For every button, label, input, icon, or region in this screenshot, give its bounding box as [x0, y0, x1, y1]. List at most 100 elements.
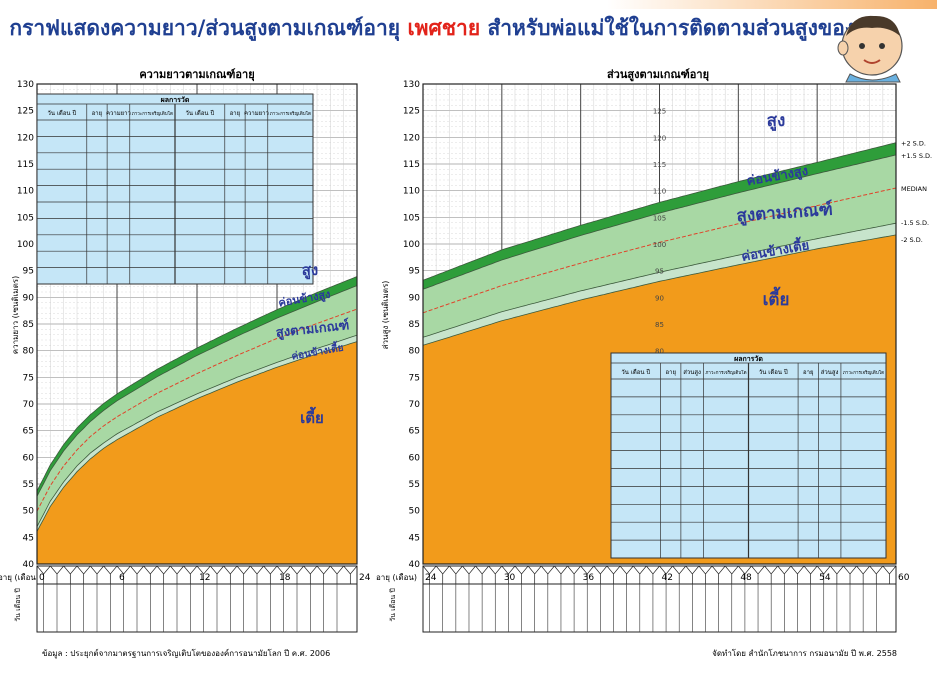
- chart1-y-tick-label: 50: [23, 507, 35, 517]
- title-gender: เพศชาย: [407, 16, 481, 40]
- chart1-y-tick-label: 45: [23, 533, 34, 543]
- chart1-x-tick-mark: [103, 565, 118, 584]
- chart2-record-table-column-header: ภาวะการเจริญเติบโต: [843, 369, 884, 376]
- chart1-plot-frame: [36, 83, 358, 565]
- chart1-x-tick-mark: [143, 565, 158, 584]
- chart2-zone-label-short: เตี้ย: [763, 286, 790, 310]
- title-part-1: กราฟแสดงความยาว/ส่วนสูงตามเกณฑ์อายุ: [9, 16, 408, 40]
- chart2-y-tick-label: 105: [403, 213, 420, 223]
- chart2-x-axis-label: อายุ (เดือน): [376, 573, 417, 582]
- chart2-y-tick-label: 50: [409, 507, 421, 517]
- chart2-x-tick-mark: [632, 565, 647, 584]
- chart2-y-tick-label: 55: [409, 480, 420, 490]
- chart2-x-tick-mark: [751, 565, 765, 584]
- chart1-zone-normal: [37, 285, 357, 527]
- chart1-x-tick-mark: [90, 565, 104, 584]
- chart2-label-minus-2sd: -2 S.D.: [901, 236, 923, 244]
- chart1-x-tick-mark: [250, 565, 264, 584]
- chart2-line-plus-2sd: [422, 142, 897, 281]
- chart2-zone-rather-short: [423, 223, 896, 346]
- chart2-inner-ruler-label: 80: [655, 348, 664, 356]
- chart2-y-tick-label: 60: [409, 453, 421, 463]
- chart1-y-tick-label: 40: [23, 560, 35, 570]
- chart1-x-tick-label: 24: [359, 573, 371, 583]
- chart2-line-minus-1-5sd: [422, 222, 897, 338]
- footer-publisher: จัดทำโดย สำนักโภชนาการ กรมอนามัย ปี พ.ศ.…: [712, 648, 897, 658]
- chart2-x-tick-mark: [790, 565, 805, 584]
- chart1-x-tick-mark: [116, 565, 131, 584]
- chart2-y-tick-label: 75: [409, 373, 420, 383]
- chart2-line-plus-1-5sd: [422, 154, 897, 290]
- chart2-record-table-column-header: อายุ: [665, 369, 676, 376]
- chart2-x-tick-mark: [830, 565, 844, 584]
- chart2-inner-ruler-label: 110: [653, 188, 666, 196]
- chart2-record-table-title: ผลการวัด: [734, 355, 763, 363]
- chart2-x-tick-mark: [816, 565, 831, 584]
- chart1-record-table-title: ผลการวัด: [161, 96, 190, 104]
- chart2-x-tick-label: 30: [504, 573, 516, 583]
- chart2-x-tick-mark: [672, 565, 687, 584]
- chart2-x-tick-mark: [580, 565, 595, 584]
- chart1-y-tick-label: 100: [17, 240, 34, 250]
- chart1-x-tick-mark: [156, 565, 171, 584]
- chart2-inner-ruler-label: 90: [655, 294, 664, 302]
- chart1-x-tick-mark: [76, 565, 91, 584]
- chart2-x-tick-mark: [724, 565, 739, 584]
- chart1-y-tick-label: 125: [17, 107, 34, 117]
- chart1-y-tick-label: 70: [23, 400, 35, 410]
- chart2-x-tick-mark: [540, 565, 555, 584]
- chart2-zone-rather-tall: [423, 142, 896, 290]
- chart2-x-tick-label: 60: [898, 573, 910, 583]
- chart2-plot-frame: [422, 83, 897, 565]
- chart2-y-tick-label: 100: [403, 240, 420, 250]
- chart2-x-tick-mark: [882, 565, 897, 584]
- chart1-zone-label-tall: สูง: [302, 261, 318, 280]
- chart2-record-table-column-header: ส่วนสูง: [821, 369, 839, 376]
- chart1-zone-short: [37, 341, 357, 564]
- chart1-record-table-column-header: วัน เดือน ปี: [186, 109, 215, 117]
- chart2-inner-ruler-label: 120: [653, 134, 666, 142]
- chart2-x-tick-mark: [856, 565, 870, 584]
- chart2-x-tick-mark: [554, 565, 568, 584]
- chart1-y-tick-label: 90: [23, 293, 35, 303]
- chart2-y-axis-label: ส่วนสูง (เซนติเมตร): [381, 281, 391, 350]
- chart2-x-tick-label: 54: [819, 573, 831, 583]
- chart2-x-tick-mark: [449, 565, 463, 584]
- title-part-2: สำหรับพ่อแม่ใช้ในการติดตามส่วนสูงของลูก: [480, 16, 881, 40]
- chart1-y-tick-label: 65: [23, 427, 34, 437]
- chart2-y-tick-label: 90: [409, 293, 421, 303]
- chart1-x-tick-label: 6: [119, 573, 125, 583]
- chart2-y-tick-label: 40: [409, 560, 421, 570]
- chart1-line-minus-1-5sd: [36, 334, 358, 527]
- chart1-y-tick-label: 120: [17, 133, 34, 143]
- chart2-y-tick-label: 110: [403, 187, 420, 197]
- chart2-line-minus-2sd: [422, 234, 897, 346]
- chart2-zone-label-tall: สูง: [767, 111, 786, 132]
- chart2-y-tick-label: 130: [403, 80, 420, 90]
- chart1-x-tick-mark: [183, 565, 198, 584]
- chart2-y-tick-label: 125: [403, 107, 420, 117]
- chart2-x-tick-mark: [475, 565, 489, 584]
- chart1-x-tick-mark: [63, 565, 78, 584]
- chart2-x-tick-mark: [619, 565, 634, 584]
- chart2-x-tick-label: 24: [425, 573, 437, 583]
- chart2-x-tick-label: 36: [583, 573, 595, 583]
- chart2-y-tick-label: 45: [409, 533, 420, 543]
- chart1-record-table-column-header: ภาวะการเจริญเติบโต: [132, 110, 173, 117]
- chart2-y-tick-label: 80: [409, 347, 421, 357]
- length-for-age-chart: 4045505560657075808590951001051101151201…: [17, 80, 371, 633]
- chart2-x-tick-mark: [501, 565, 516, 584]
- chart1-date-row-label: วัน เดือน ปี: [14, 588, 22, 622]
- chart1-line-minus-2sd: [36, 341, 358, 532]
- chart1-x-tick-mark: [130, 565, 144, 584]
- chart1-y-tick-label: 115: [17, 160, 34, 170]
- chart1-x-tick-mark: [210, 565, 224, 584]
- chart2-inner-ruler-label: 105: [653, 214, 666, 222]
- chart2-x-tick-mark: [738, 565, 752, 584]
- footer-source: ข้อมูล : ประยุกต์จากมาตรฐานการเจริญเติบโ…: [42, 648, 330, 659]
- chart1-x-tick-mark: [196, 565, 211, 584]
- chart2-record-table-column-header: วัน เดือน ปี: [621, 368, 650, 376]
- chart2-y-tick-label: 95: [409, 267, 420, 277]
- chart2-x-tick-mark: [593, 565, 608, 584]
